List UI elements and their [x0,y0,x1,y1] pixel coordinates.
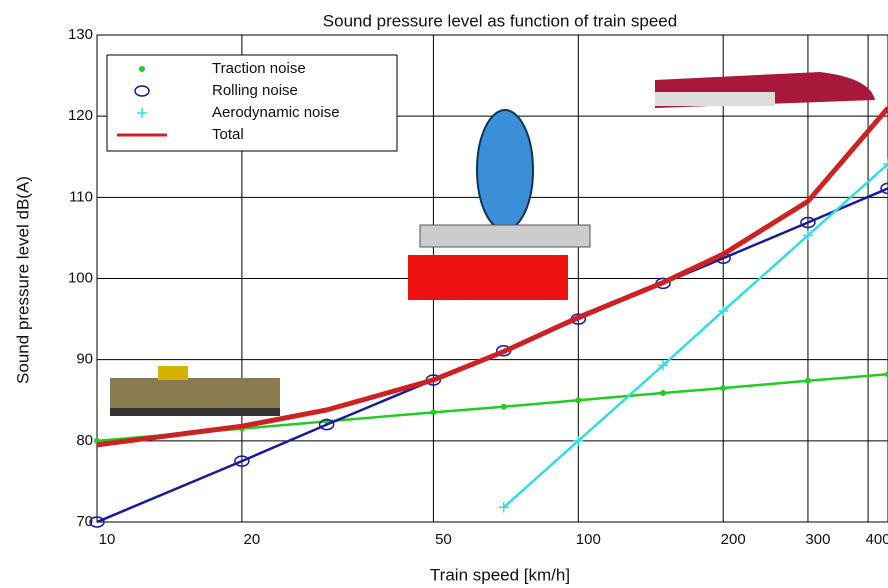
point [658,360,669,371]
point [573,435,584,446]
illustration-wheel-rail [408,109,591,300]
point [720,385,727,392]
x-tick-label: 200 [721,531,746,548]
point [234,455,250,467]
legend-label: Rolling noise [212,82,298,99]
x-tick-label: 400 [866,531,888,548]
illustration-locomotive [110,366,280,416]
y-tick-label: 90 [76,351,93,368]
legend-label: Total [212,126,244,143]
y-tick-label: 110 [69,188,93,205]
point [800,216,816,229]
illustration-high-speed-train [655,72,875,108]
series-line [502,163,888,509]
point [318,418,335,431]
point [575,397,582,404]
point [880,182,888,195]
point [802,230,813,241]
series-line [96,106,888,448]
x-tick-label: 300 [805,531,830,548]
point [660,389,667,396]
x-tick-label: 100 [576,531,601,548]
point [885,371,888,378]
y-tick-label: 100 [68,269,93,286]
chart-title: Sound pressure level as function of trai… [323,11,677,30]
plot-frame [96,34,888,523]
legend-swatch [137,108,147,118]
point [883,159,888,170]
point [718,305,729,316]
y-tick-label: 130 [68,26,93,43]
point [804,377,811,384]
y-tick-label: 70 [76,513,93,530]
x-tick-label: 10 [99,531,116,548]
point [498,502,509,513]
x-tick-label: 20 [244,531,261,548]
legend-swatch [134,85,150,97]
legend-label: Aerodynamic noise [212,104,340,121]
y-axis-label: Sound pressure level dB(A) [13,176,32,384]
point [500,403,507,410]
point [89,516,105,528]
legend-swatch [139,66,145,72]
x-tick-label: 50 [435,531,452,548]
y-tick-label: 80 [76,432,93,449]
y-tick-label: 120 [68,107,93,124]
x-axis-label: Train speed [km/h] [430,565,570,584]
point [430,409,437,416]
legend-label: Traction noise [212,60,306,77]
series-line [96,373,888,443]
